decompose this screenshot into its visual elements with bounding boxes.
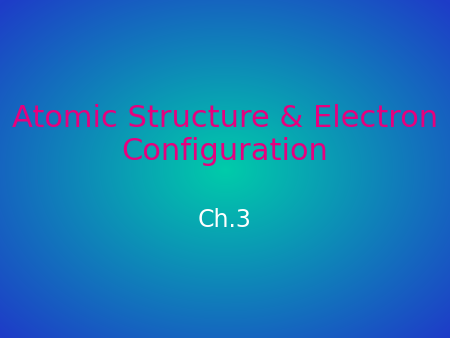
Text: Ch.3: Ch.3: [198, 208, 252, 232]
Text: Atomic Structure & Electron
Configuration: Atomic Structure & Electron Configuratio…: [12, 104, 438, 167]
